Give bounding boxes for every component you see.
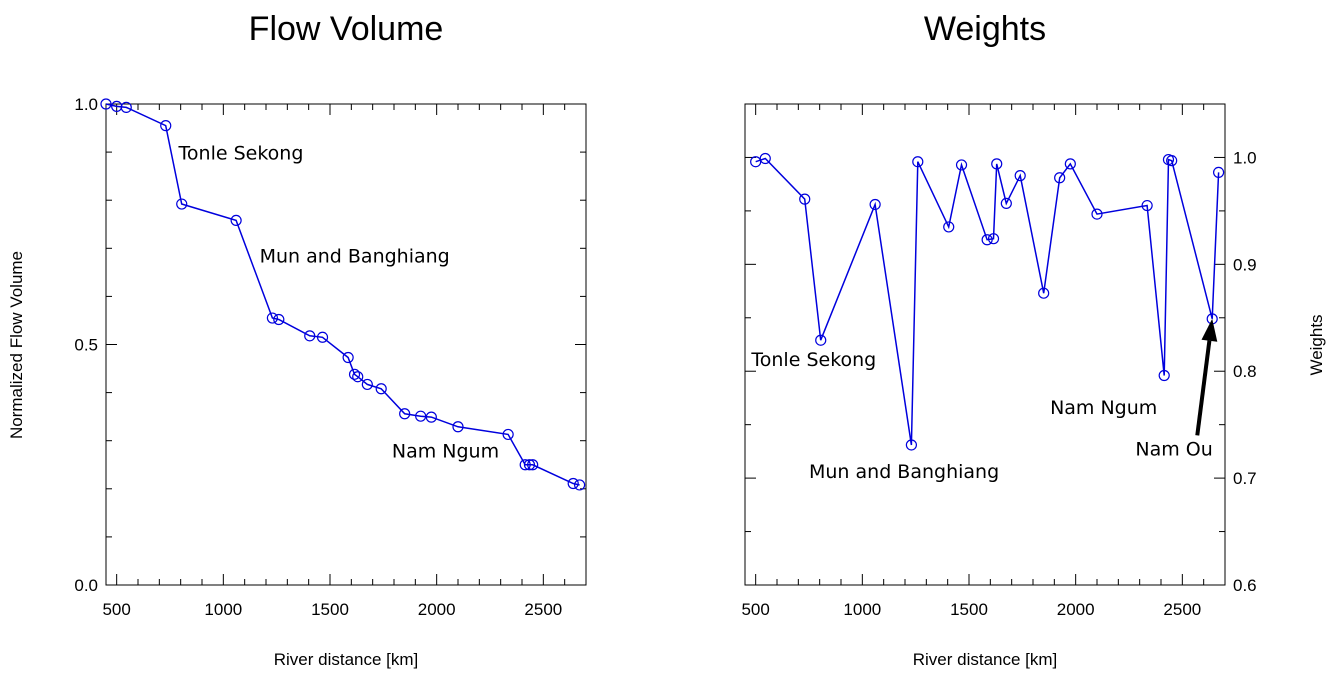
flow-volume-x-tick-label: 500: [102, 600, 130, 619]
weights-y-axis-label: Weights: [1307, 314, 1326, 375]
weights-x-tick-label: 500: [741, 600, 769, 619]
flow-volume-data-point: [527, 459, 539, 471]
flow-volume-y-tick-label: 0.0: [74, 576, 98, 595]
flow-volume-panel: Flow Volume 500 1000 1500 2000 2500 0.0 0.5 1.0…: [7, 10, 587, 669]
flow-volume-data-point: [266, 312, 278, 324]
weights-panel: Weights 500 1000 1500 2000 2500 0.6 0.7 0.8 0.9 1…: [741, 10, 1326, 669]
weights-annotation: Nam Ou: [1135, 439, 1212, 461]
weights-data-point: [1054, 172, 1066, 184]
flow-volume-data-point: [567, 477, 579, 490]
weights-data-point: [815, 334, 827, 346]
weights-data-point: [987, 233, 1000, 245]
flow-volume-data-point: [452, 421, 464, 433]
weights-annotation: Tonle Sekong: [750, 349, 876, 371]
flow-volume-y-tick-label: 0.5: [74, 336, 98, 355]
flow-volume-data-point: [176, 198, 188, 210]
nam-ou-arrow-shaft: [1195, 340, 1212, 436]
weights-data-point: [799, 193, 811, 205]
flow-volume-ticks: [106, 103, 587, 586]
flow-volume-data-point: [425, 411, 437, 423]
flow-volume-y-tick-label: 1.0: [74, 95, 98, 114]
flow-volume-data-point: [502, 428, 514, 441]
weights-data-point: [1000, 197, 1012, 210]
flow-volume-x-tick-label: 1500: [311, 600, 349, 619]
weights-data-point: [981, 234, 993, 246]
weights-x-axis-label: River distance [km]: [913, 650, 1058, 669]
flow-volume-data-point: [316, 331, 329, 343]
weights-data-point: [759, 152, 771, 165]
weights-x-tick-label: 1500: [950, 600, 988, 619]
weights-data-point: [1064, 158, 1076, 170]
weights-data-point: [912, 156, 924, 168]
weights-y-tick-label: 0.8: [1233, 362, 1257, 381]
weights-annotation: Nam Ngum: [1050, 397, 1157, 419]
flow-volume-x-tick-label: 1000: [204, 600, 242, 619]
flow-volume-data-point: [120, 101, 132, 113]
flow-volume-x-tick-label: 2500: [524, 600, 562, 619]
weights-annotation: Mun and Banghiang: [809, 461, 999, 483]
flow-volume-data-point: [348, 368, 361, 380]
flow-volume-data-point: [304, 330, 316, 342]
weights-y-tick-label: 0.6: [1233, 576, 1257, 595]
flow-volume-data-point: [100, 98, 112, 110]
flow-volume-title: Flow Volume: [249, 10, 444, 48]
flow-volume-x-tick-label: 2000: [418, 600, 456, 619]
flow-volume-data-point: [399, 408, 411, 420]
weights-x-tick-label: 1000: [843, 600, 881, 619]
weights-data-point: [1166, 155, 1178, 167]
flow-volume-data-point: [273, 313, 285, 326]
weights-data-point: [1141, 199, 1153, 212]
flow-volume-annotation: Tonle Sekong: [178, 142, 304, 164]
flow-volume-data-point: [519, 459, 531, 471]
flow-volume-data-point: [375, 383, 387, 395]
weights-data-point: [1158, 369, 1170, 382]
weights-data-point: [955, 159, 968, 171]
flow-volume-x-axis-label: River distance [km]: [274, 650, 419, 669]
flow-volume-data-point: [352, 371, 364, 383]
weights-y-tick-label: 0.9: [1233, 255, 1257, 274]
weights-title: Weights: [924, 10, 1046, 48]
flow-volume-data-point: [361, 378, 373, 391]
weights-data-point: [991, 158, 1003, 170]
weights-y-tick-label: 0.7: [1233, 469, 1257, 488]
flow-volume-tick-labels: 500 1000 1500 2000 2500 0.0 0.5 1.0: [74, 95, 562, 619]
flow-volume-data-point: [573, 479, 586, 491]
flow-volume-series-line: [105, 103, 580, 486]
flow-volume-data-point: [160, 120, 172, 132]
flow-volume-series: [100, 98, 586, 491]
weights-data-point: [750, 156, 762, 168]
flow-volume-annotations: Tonle Sekong Mun and Banghiang Nam Ngum: [178, 142, 500, 462]
weights-ticks: [745, 103, 1226, 586]
flow-volume-y-axis-label: Normalized Flow Volume: [7, 251, 26, 439]
weights-data-point: [1091, 208, 1103, 220]
flow-volume-data-point: [523, 459, 536, 471]
weights-x-tick-label: 2500: [1163, 600, 1201, 619]
flow-volume-data-point: [342, 351, 354, 364]
flow-volume-annotation: Nam Ngum: [392, 441, 499, 463]
weights-series-line: [755, 157, 1220, 446]
flow-volume-data-point: [415, 410, 427, 422]
weights-y-tick-label: 1.0: [1233, 148, 1257, 167]
weights-data-point: [905, 439, 918, 451]
weights-data-point: [943, 221, 955, 233]
weights-data-point: [1014, 170, 1026, 182]
weights-data-point: [869, 198, 881, 211]
nam-ou-arrow-head: [1201, 318, 1218, 342]
weights-x-tick-label: 2000: [1057, 600, 1095, 619]
weights-data-point: [1038, 287, 1050, 299]
weights-annotations: Tonle Sekong Mun and Banghiang Nam Ngum Nam…: [750, 318, 1218, 483]
weights-series: [750, 152, 1225, 451]
flow-volume-data-point: [230, 214, 242, 227]
weights-plot-frame: [744, 103, 1226, 586]
flow-volume-annotation: Mun and Banghiang: [260, 246, 450, 268]
weights-data-point: [1212, 166, 1225, 179]
flow-volume-plot-frame: [105, 103, 587, 586]
weights-tick-labels: 500 1000 1500 2000 2500 0.6 0.7 0.8 0.9 1.0: [741, 148, 1256, 619]
